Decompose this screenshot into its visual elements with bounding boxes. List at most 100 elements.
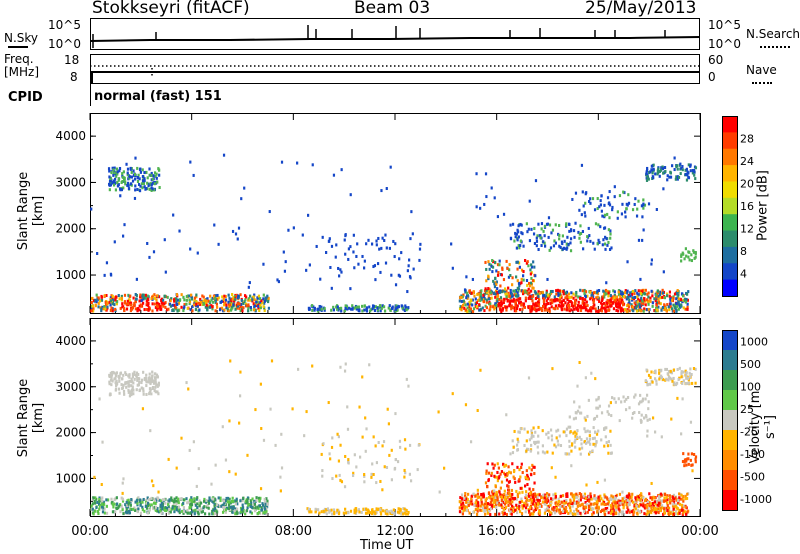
heatmap-cell	[118, 504, 121, 508]
heatmap-cell	[340, 480, 344, 484]
heatmap-cell	[613, 293, 616, 297]
heatmap-cell	[649, 509, 652, 513]
heatmap-cell	[605, 506, 609, 510]
heatmap-cell	[510, 488, 514, 492]
heatmap-cell	[210, 298, 213, 302]
heatmap-cell	[96, 510, 100, 514]
heatmap-cell	[336, 432, 339, 436]
heatmap-cell	[604, 495, 607, 499]
heatmap-cell	[678, 508, 681, 512]
heatmap-cell	[640, 301, 643, 305]
heatmap-cell	[547, 509, 551, 513]
heatmap-cell	[502, 301, 505, 305]
heatmap-cell	[621, 301, 625, 305]
velocity-ylabel: Slant Range [km]	[16, 378, 46, 458]
heatmap-cell	[578, 296, 582, 300]
heatmap-cell	[607, 451, 610, 455]
heatmap-cell	[485, 267, 488, 271]
heatmap-cell	[504, 497, 507, 501]
heatmap-cell	[561, 304, 564, 308]
heatmap-cell	[202, 302, 205, 306]
heatmap-cell	[671, 298, 674, 302]
heatmap-cell	[148, 307, 151, 311]
heatmap-cell	[374, 278, 377, 282]
heatmap-cell	[409, 479, 413, 483]
heatmap-cell	[356, 242, 359, 246]
heatmap-cell	[603, 215, 606, 219]
heatmap-cell	[533, 265, 536, 269]
heatmap-cell	[379, 479, 382, 483]
heatmap-cell	[158, 186, 161, 190]
heatmap-cell	[134, 172, 137, 176]
heatmap-cell	[631, 492, 634, 496]
heatmap-cell	[603, 290, 606, 294]
heatmap-cell	[542, 229, 545, 233]
heatmap-cell	[93, 501, 97, 505]
heatmap-cell	[398, 274, 402, 278]
heatmap-cell	[465, 505, 469, 509]
heatmap-cell	[638, 299, 641, 303]
heatmap-cell	[346, 405, 349, 409]
heatmap-cell	[141, 175, 145, 179]
heatmap-cell	[578, 492, 581, 496]
heatmap-cell	[690, 452, 694, 456]
heatmap-cell	[475, 172, 478, 176]
heatmap-cell	[501, 493, 504, 497]
heatmap-cell	[516, 437, 519, 441]
heatmap-cell	[497, 291, 500, 295]
heatmap-cell	[328, 452, 331, 456]
heatmap-cell	[573, 430, 576, 434]
heatmap-cell	[540, 504, 543, 508]
heatmap-cell	[604, 507, 607, 511]
heatmap-cell	[376, 308, 380, 312]
heatmap-cell	[468, 511, 471, 515]
heatmap-cell	[549, 428, 553, 432]
heatmap-cell	[689, 420, 693, 424]
heatmap-cell	[203, 497, 206, 501]
heatmap-cell	[460, 295, 463, 299]
heatmap-cell	[624, 408, 628, 412]
heatmap-cell	[645, 172, 648, 176]
heatmap-cell	[177, 507, 180, 511]
heatmap-cell	[121, 172, 124, 176]
heatmap-cell	[142, 497, 145, 501]
heatmap-cell	[494, 512, 497, 516]
heatmap-cell	[146, 181, 149, 185]
heatmap-cell	[116, 170, 119, 174]
heatmap-cell	[178, 229, 181, 233]
heatmap-cell	[122, 512, 125, 516]
heatmap-cell	[553, 295, 556, 299]
heatmap-cell	[647, 295, 650, 299]
heatmap-cell	[606, 289, 609, 293]
heatmap-cell	[117, 374, 120, 378]
heatmap-cell	[593, 303, 596, 307]
heatmap-cell	[91, 502, 94, 506]
heatmap-cell	[640, 420, 643, 424]
heatmap-cell	[462, 501, 465, 505]
heatmap-cell	[536, 300, 540, 304]
heatmap-cell	[470, 495, 473, 499]
heatmap-cell	[103, 502, 106, 506]
heatmap-cell	[625, 510, 628, 514]
heatmap-cell	[604, 292, 607, 296]
heatmap-cell	[194, 308, 198, 312]
heatmap-cell	[477, 292, 480, 296]
heatmap-cell	[262, 293, 265, 297]
heatmap-cell	[514, 289, 518, 293]
heatmap-cell	[323, 507, 327, 511]
heatmap-cell	[552, 508, 555, 512]
heatmap-cell	[458, 510, 462, 514]
heatmap-cell	[525, 498, 528, 502]
heatmap-cell	[451, 266, 454, 270]
heatmap-cell	[127, 498, 130, 502]
heatmap-cell	[486, 502, 489, 506]
heatmap-cell	[592, 496, 596, 500]
heatmap-cell	[642, 228, 645, 232]
colorbar-tick-label: -25	[740, 425, 758, 438]
heatmap-cell	[123, 223, 126, 227]
heatmap-cell	[147, 182, 150, 186]
heatmap-cell	[357, 262, 360, 266]
heatmap-cell	[583, 440, 586, 444]
heatmap-cell	[330, 286, 333, 290]
heatmap-cell	[239, 499, 242, 503]
